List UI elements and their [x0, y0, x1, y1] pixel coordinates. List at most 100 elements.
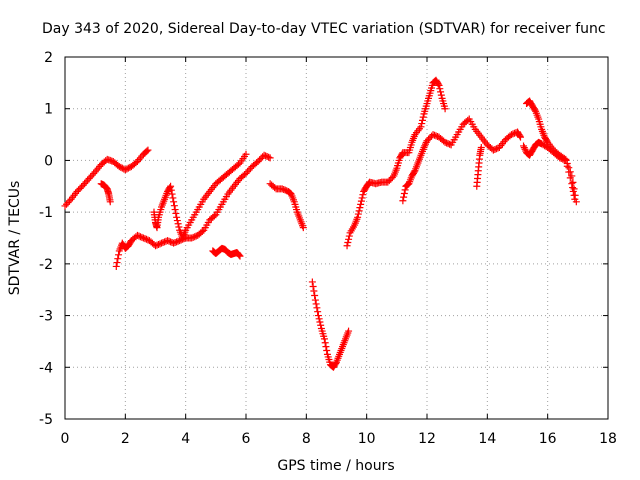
data-point-marker	[321, 339, 329, 347]
data-point-marker	[63, 200, 71, 208]
data-point-marker	[152, 242, 159, 250]
data-point-marker	[189, 233, 197, 241]
data-point-marker	[280, 186, 288, 194]
data-point-marker	[165, 237, 173, 245]
y-tick-label: -3	[39, 309, 53, 325]
data-point-marker	[156, 240, 164, 248]
data-point-marker	[355, 207, 363, 215]
data-point-marker	[400, 193, 408, 201]
data-point-marker	[314, 312, 322, 320]
data-point-marker	[161, 238, 169, 246]
data-point-marker	[174, 220, 182, 228]
data-point-marker	[90, 169, 98, 177]
data-point-marker	[299, 224, 307, 232]
data-point-marker	[244, 168, 252, 176]
data-point-marker	[84, 176, 92, 184]
x-tick-label: 6	[242, 431, 251, 447]
data-point-marker	[117, 163, 125, 171]
data-point-marker	[354, 213, 362, 221]
data-point-marker	[123, 165, 131, 173]
data-point-marker	[425, 135, 433, 143]
data-point-marker	[191, 233, 199, 241]
data-point-marker	[345, 232, 353, 240]
data-point-marker	[124, 164, 132, 172]
data-point-marker	[560, 154, 568, 162]
data-point-marker	[159, 239, 167, 247]
series-arc-6	[266, 180, 307, 232]
data-point-marker	[256, 156, 264, 164]
y-tick-label: -4	[39, 360, 53, 376]
data-point-marker	[464, 116, 472, 124]
data-point-marker	[173, 213, 181, 221]
data-point-marker	[64, 199, 72, 207]
data-point-marker	[571, 191, 579, 199]
data-point-marker	[313, 304, 321, 312]
data-point-marker	[240, 171, 248, 179]
series-arc-8	[343, 76, 449, 250]
data-point-marker	[492, 145, 500, 153]
data-point-marker	[566, 168, 574, 176]
y-tick-label: -2	[39, 257, 53, 273]
x-tick-label: 18	[599, 431, 617, 447]
data-point-marker	[170, 198, 178, 206]
x-tick-label: 14	[478, 431, 496, 447]
data-point-marker	[73, 187, 81, 195]
data-point-marker	[278, 185, 286, 193]
data-point-marker	[138, 233, 146, 241]
data-point-marker	[357, 200, 365, 208]
data-point-marker	[198, 228, 206, 236]
data-point-marker	[359, 191, 367, 199]
data-point-marker	[570, 185, 578, 193]
data-point-marker	[142, 235, 150, 243]
data-point-marker	[170, 202, 178, 210]
x-tick-label: 8	[302, 431, 311, 447]
data-point-marker	[312, 300, 320, 308]
data-point-marker	[139, 234, 147, 242]
x-tick-label: 12	[418, 431, 436, 447]
data-point-marker	[316, 318, 324, 326]
data-point-marker	[572, 198, 580, 206]
data-point-marker	[82, 178, 90, 186]
data-point-marker	[113, 259, 121, 267]
data-point-marker	[410, 168, 418, 176]
data-point-marker	[311, 292, 319, 300]
data-point-marker	[173, 238, 181, 246]
data-point-marker	[323, 346, 331, 354]
series-arc-4	[150, 150, 250, 242]
data-point-marker	[516, 132, 524, 140]
data-point-marker	[265, 153, 273, 161]
series-arc-9	[399, 115, 525, 205]
data-point-marker	[565, 164, 573, 172]
plot-area-border	[64, 56, 609, 420]
data-point-marker	[332, 359, 340, 367]
data-point-marker	[314, 308, 322, 316]
series-arc-10	[473, 144, 485, 190]
y-tick-label: -5	[39, 412, 53, 428]
x-tick-label: 10	[358, 431, 376, 447]
x-tick-label: 0	[61, 431, 70, 447]
series-arc-2	[97, 180, 114, 206]
data-point-marker	[399, 197, 407, 205]
x-axis-label: GPS time / hours	[277, 458, 394, 474]
data-point-marker	[144, 146, 152, 154]
data-point-marker	[320, 335, 328, 343]
data-point-marker	[477, 144, 485, 151]
data-point-marker	[79, 181, 87, 189]
data-point-marker	[441, 105, 449, 113]
data-point-marker	[387, 175, 395, 183]
data-markers	[61, 76, 580, 371]
data-point-marker	[563, 160, 571, 168]
data-point-marker	[121, 166, 129, 174]
data-point-marker	[423, 137, 431, 145]
data-point-marker	[520, 144, 528, 152]
data-point-marker	[167, 186, 175, 194]
y-axis-label: SDTVAR / TECUs	[7, 181, 23, 296]
data-point-marker	[421, 142, 429, 150]
x-tick-label: 16	[539, 431, 557, 447]
data-point-marker	[132, 159, 140, 167]
data-point-marker	[262, 152, 270, 160]
data-point-marker	[133, 231, 141, 239]
data-point-marker	[421, 140, 429, 148]
data-point-marker	[106, 198, 114, 206]
data-point-marker	[247, 164, 255, 172]
